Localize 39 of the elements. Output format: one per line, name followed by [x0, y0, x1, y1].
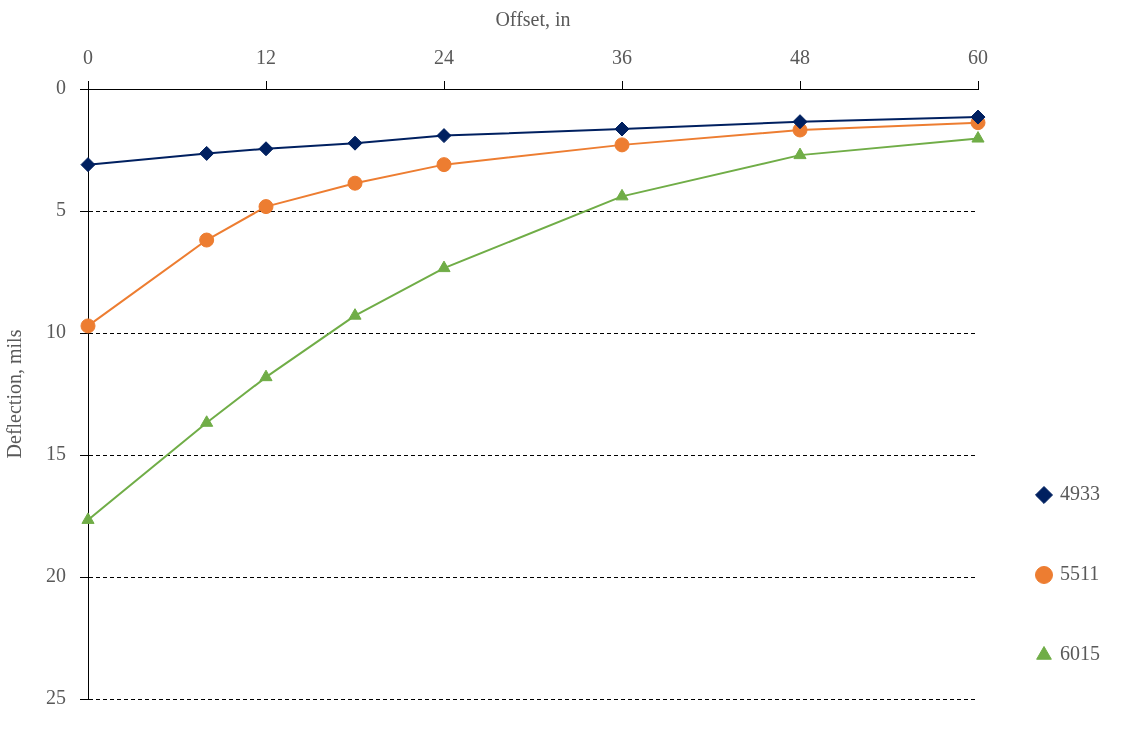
x-tick-label: 48	[790, 46, 810, 69]
point	[199, 232, 215, 248]
legend-label: 6015	[1060, 642, 1100, 665]
point	[614, 137, 630, 153]
point	[793, 147, 807, 160]
point	[258, 141, 274, 157]
x-tick-label: 36	[612, 46, 632, 69]
point	[259, 369, 273, 382]
point	[199, 145, 215, 161]
point	[970, 109, 986, 125]
point	[258, 199, 274, 215]
point	[792, 114, 808, 130]
point	[200, 415, 214, 427]
x-tick-label: 0	[83, 46, 93, 69]
x-tick-label: 12	[256, 46, 276, 69]
y-tick-label: 25	[46, 686, 66, 709]
y-tick-label: 5	[56, 198, 66, 221]
y-tick-label: 15	[46, 442, 66, 465]
x-tick-label: 24	[434, 46, 454, 69]
point	[971, 131, 985, 143]
x-axis-title: Offset, in	[495, 8, 571, 31]
point	[615, 188, 629, 201]
x-tick-label: 60	[968, 46, 988, 69]
y-tick-label: 20	[46, 564, 66, 587]
point	[348, 308, 362, 320]
y-tick-label: 10	[46, 320, 66, 343]
point	[436, 157, 452, 173]
point	[80, 157, 96, 173]
y-axis-title: Deflection, mils	[3, 329, 26, 459]
y-tick-label: 0	[56, 76, 66, 99]
point	[437, 260, 451, 273]
legend-label: 5511	[1060, 562, 1100, 585]
point	[81, 512, 95, 524]
point	[614, 121, 630, 137]
point	[436, 128, 452, 144]
point	[80, 318, 96, 334]
point	[347, 175, 363, 191]
point	[347, 135, 363, 151]
legend-label: 4933	[1060, 482, 1100, 505]
